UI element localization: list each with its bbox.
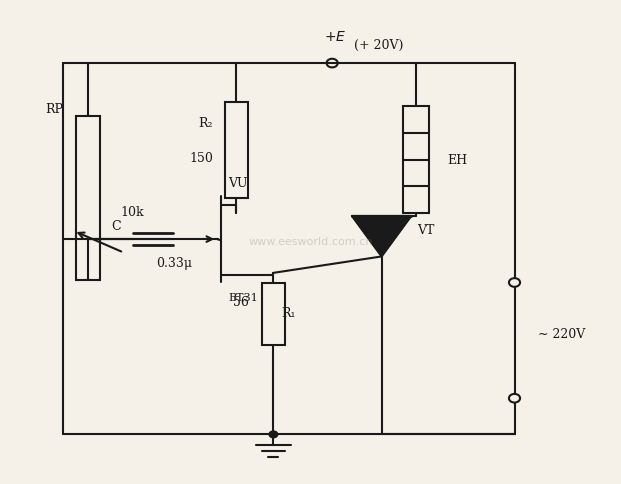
Text: 10k: 10k	[120, 205, 143, 218]
Text: R₁: R₁	[281, 306, 296, 319]
Text: 56: 56	[233, 295, 248, 308]
Text: EH: EH	[448, 154, 468, 166]
Text: 150: 150	[189, 151, 213, 165]
Text: R₂: R₂	[198, 117, 213, 130]
Circle shape	[269, 431, 278, 438]
Text: C: C	[111, 220, 120, 233]
Bar	[402, 107, 428, 213]
Bar	[261, 283, 285, 345]
Bar	[76, 117, 101, 281]
Text: (+ 20V): (+ 20V)	[354, 39, 403, 52]
Polygon shape	[352, 216, 411, 257]
Text: www.eesworld.com.cn: www.eesworld.com.cn	[248, 237, 373, 247]
Bar	[225, 103, 248, 198]
Text: VT: VT	[417, 224, 435, 237]
Text: RP: RP	[45, 103, 63, 116]
Text: 0.33μ: 0.33μ	[156, 256, 192, 269]
Text: BT31: BT31	[229, 292, 258, 302]
Text: $+E$: $+E$	[324, 30, 347, 44]
Text: ∼ 220V: ∼ 220V	[538, 327, 585, 340]
Text: VU: VU	[229, 176, 248, 189]
